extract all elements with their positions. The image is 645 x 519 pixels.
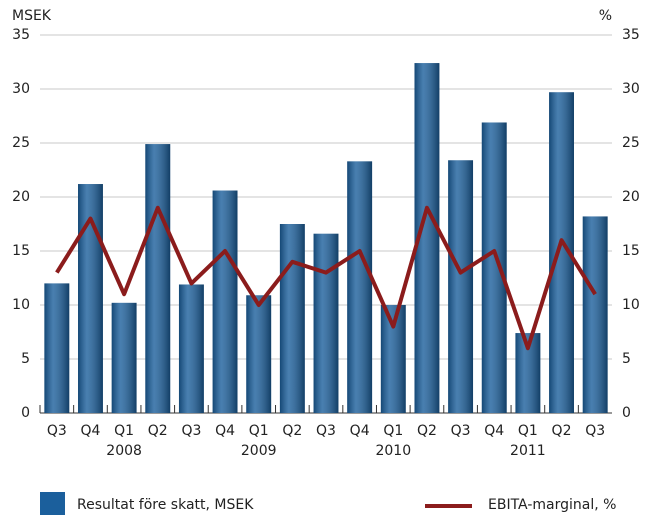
bar-shade <box>313 233 339 413</box>
bar-shade <box>582 216 608 413</box>
x-tick-label: Q3 <box>316 423 336 439</box>
x-tick-label: Q1 <box>249 423 269 439</box>
x-tick-label: Q2 <box>552 423 572 439</box>
x-tick-label: Q3 <box>181 423 201 439</box>
x-tick-label: Q1 <box>518 423 538 439</box>
y2-tick-label: 30 <box>622 81 640 97</box>
year-label: 2011 <box>510 443 546 459</box>
y2-tick-label: 35 <box>622 27 640 43</box>
y2-tick-label: 15 <box>622 243 640 259</box>
y-tick-label: 35 <box>12 27 30 43</box>
x-tick-label: Q2 <box>282 423 302 439</box>
bar-shade <box>44 283 70 413</box>
y2-tick-label: 0 <box>622 405 631 421</box>
x-tick-label: Q3 <box>47 423 67 439</box>
year-label: 2008 <box>106 443 142 459</box>
bar-shade <box>448 160 474 413</box>
y-tick-label: 0 <box>21 405 30 421</box>
y-unit: MSEK <box>12 8 52 24</box>
year-label: 2010 <box>375 443 411 459</box>
line <box>55 205 597 351</box>
y2-tick-label: 25 <box>622 135 640 151</box>
y2-tick-label: 10 <box>622 297 640 313</box>
y2-unit: % <box>599 8 612 24</box>
x-tick-label: Q4 <box>215 423 235 439</box>
y-tick-label: 15 <box>12 243 30 259</box>
legend-label: Resultat före skatt, MSEK <box>77 497 254 513</box>
bar-shade <box>212 190 238 413</box>
bar-shade <box>347 161 373 413</box>
bar-shade <box>279 224 305 413</box>
x-tick-label: Q4 <box>81 423 101 439</box>
x-tick-label: Q3 <box>585 423 605 439</box>
y-tick-label: 5 <box>21 351 30 367</box>
y-tick-label: 10 <box>12 297 30 313</box>
x-tick-label: Q4 <box>484 423 504 439</box>
x-tick-label: Q4 <box>350 423 370 439</box>
y2-tick-label: 20 <box>622 189 640 205</box>
bar-shade <box>145 144 171 413</box>
x-tick-label: Q3 <box>451 423 471 439</box>
y2-tick-label: 5 <box>622 351 631 367</box>
legend-swatch <box>40 492 65 515</box>
x-tick-label: Q2 <box>417 423 437 439</box>
bar-shade <box>178 284 204 413</box>
bar-shade <box>111 302 137 413</box>
year-label: 2009 <box>241 443 277 459</box>
y-tick-label: 25 <box>12 135 30 151</box>
x-tick-label: Q1 <box>383 423 403 439</box>
y-tick-label: 20 <box>12 189 30 205</box>
x-tick-label: Q2 <box>148 423 168 439</box>
legend-label: EBITA-marginal, % <box>488 497 616 513</box>
x-tick-label: Q1 <box>114 423 134 439</box>
bar-shade <box>246 295 272 413</box>
bar-shade <box>481 122 507 413</box>
y-tick-label: 30 <box>12 81 30 97</box>
